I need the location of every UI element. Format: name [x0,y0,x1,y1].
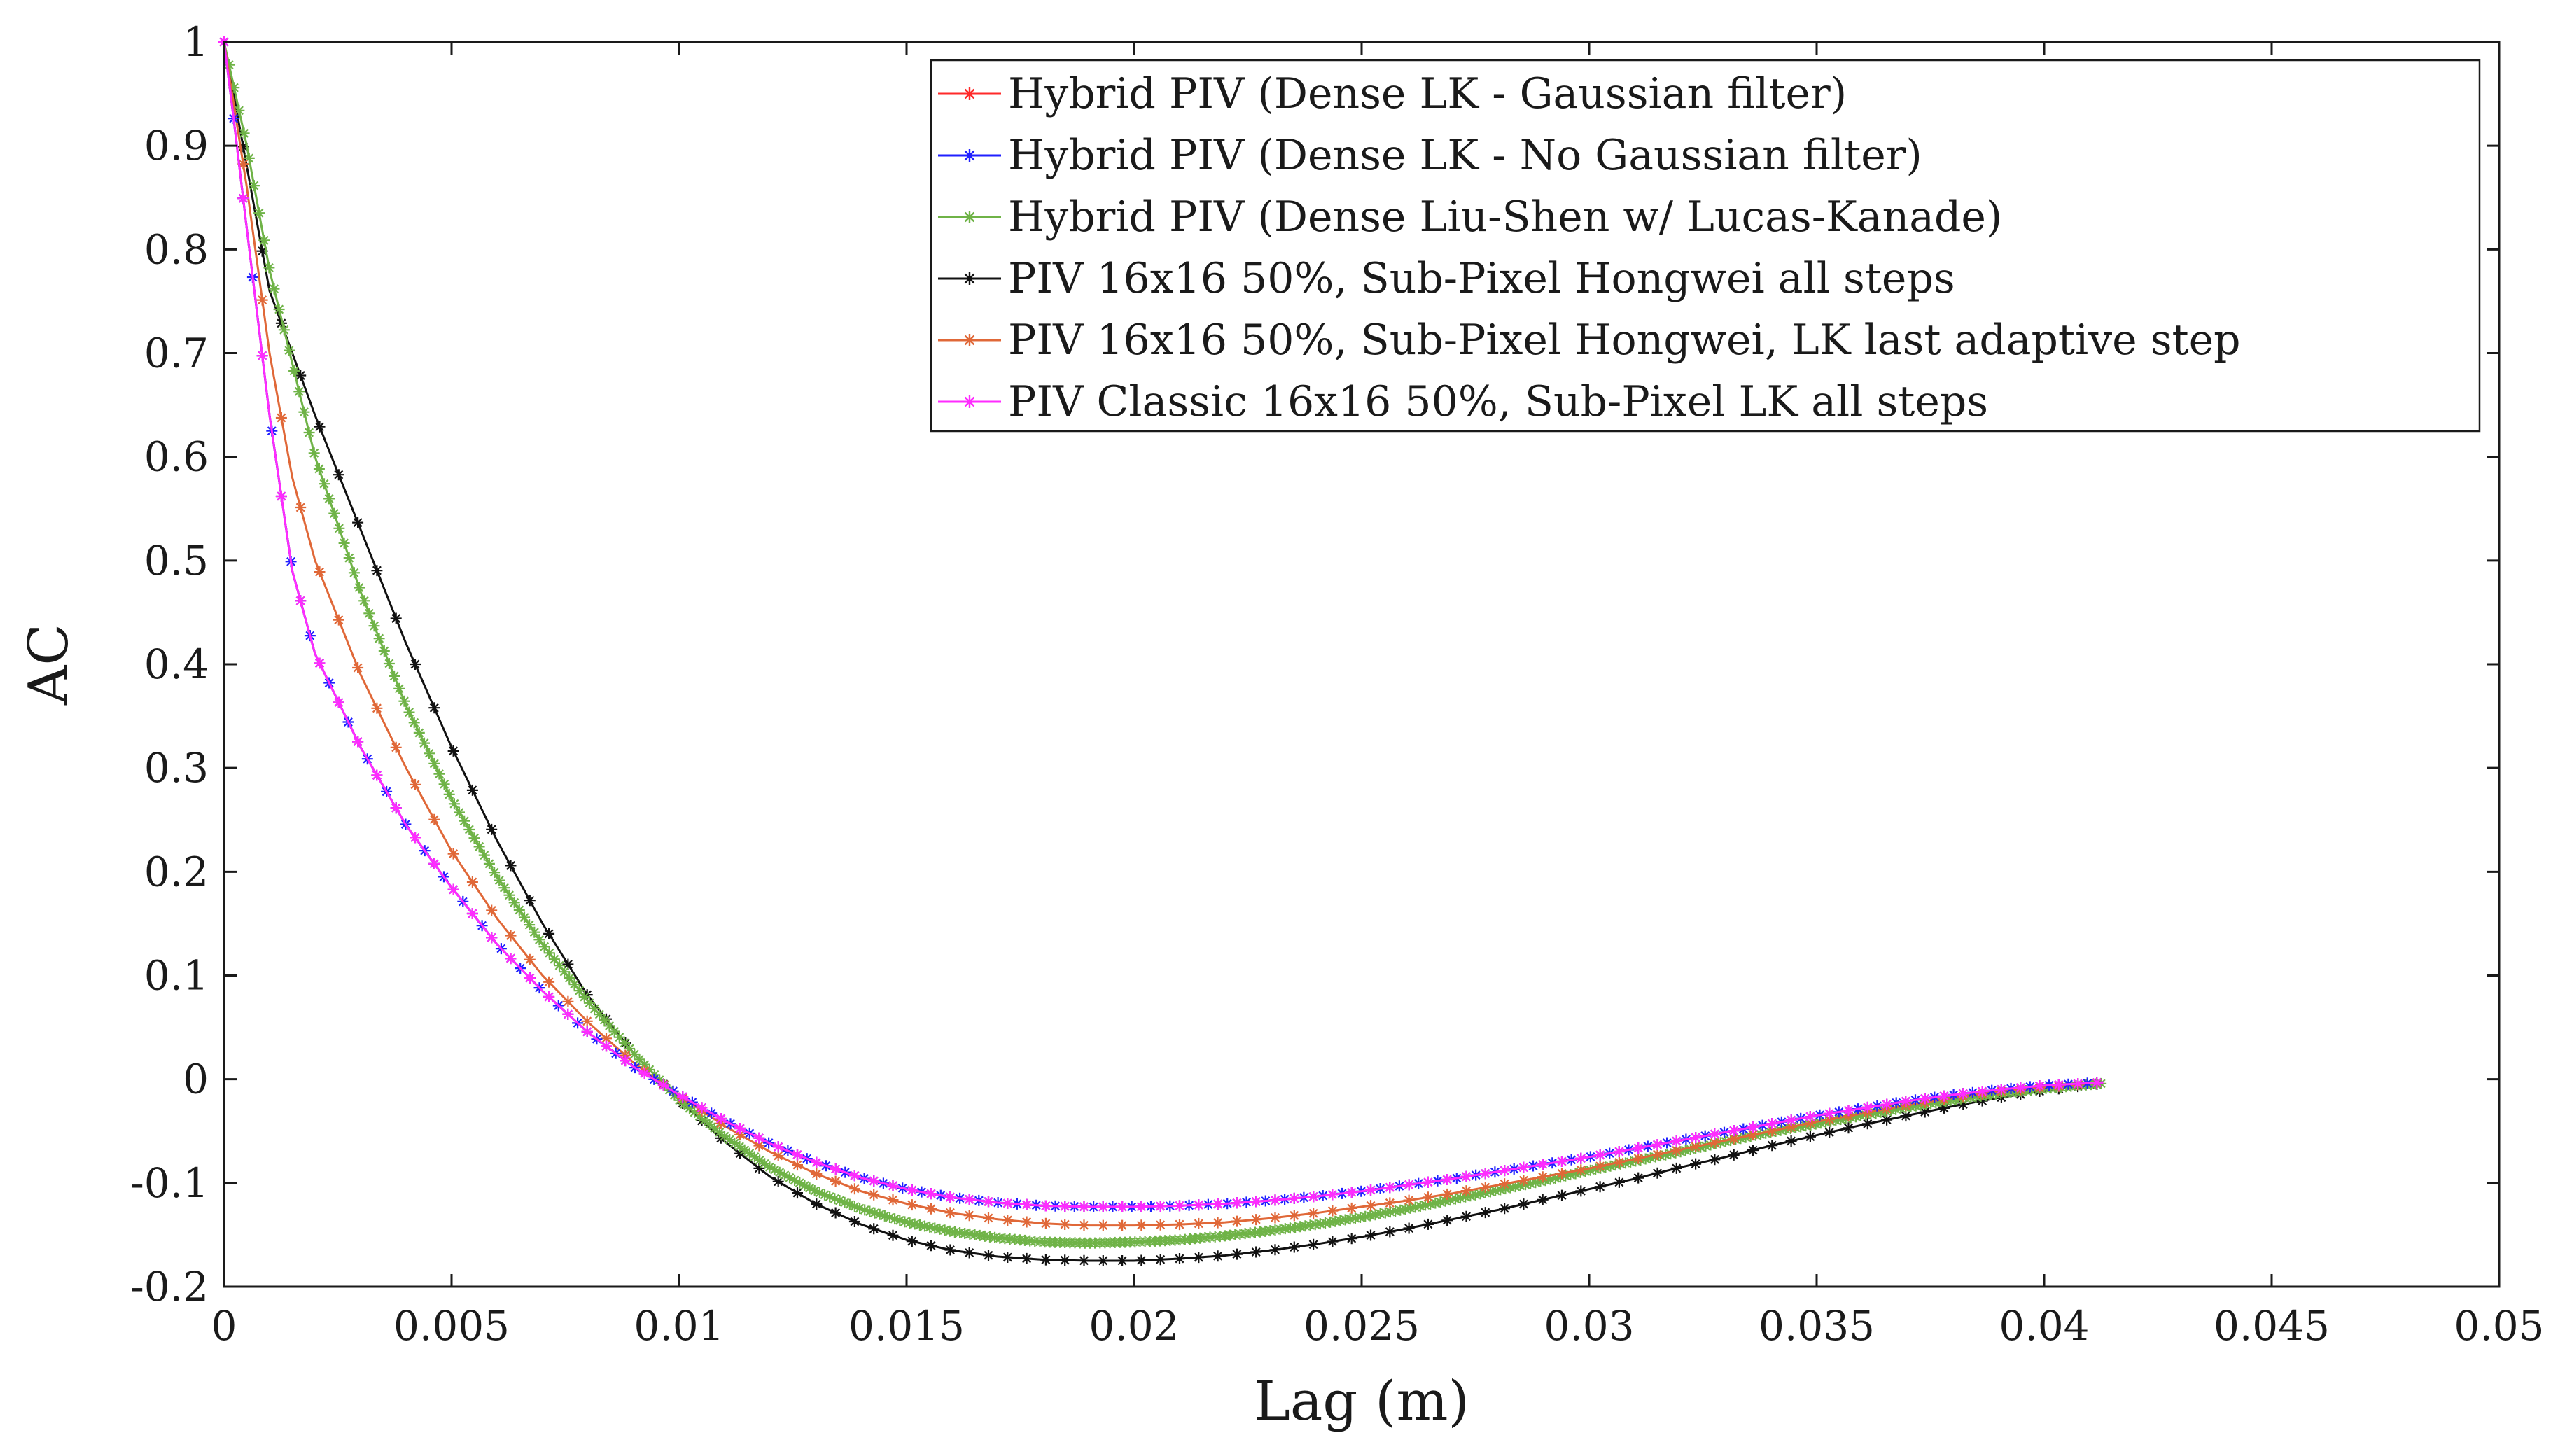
legend-entry: Hybrid PIV (Dense Liu-Shen w/ Lucas-Kana… [938,192,2002,241]
x-tick-label: 0.04 [1999,1302,2089,1350]
legend-entry: Hybrid PIV (Dense LK - Gaussian filter) [938,69,1847,118]
legend-label: Hybrid PIV (Dense Liu-Shen w/ Lucas-Kana… [1008,192,2002,241]
y-tick-label: 0.8 [144,225,209,273]
legend-entry: Hybrid PIV (Dense LK - No Gaussian filte… [938,131,1922,180]
y-tick-label: 0.6 [144,433,209,481]
legend-marker [963,272,976,285]
legend-label: PIV Classic 16x16 50%, Sub-Pixel LK all … [1008,377,1988,426]
legend-box [930,59,2481,433]
y-tick-label: -0.2 [130,1263,209,1310]
series-layer [218,36,2107,1266]
x-axis-title: Lag (m) [1254,1370,1469,1433]
y-tick-label: 0.3 [144,744,209,792]
x-tick-label: 0.035 [1759,1302,1875,1350]
x-tick-label: 0.03 [1544,1302,1634,1350]
x-tick-label: 0.025 [1304,1302,1420,1350]
x-tick-label: 0 [211,1302,237,1350]
legend-label: Hybrid PIV (Dense LK - Gaussian filter) [1008,69,1847,118]
legend: Hybrid PIV (Dense LK - Gaussian filter) H… [930,59,2481,433]
y-tick-label: 1 [183,18,209,66]
x-tick-label: 0.015 [848,1302,965,1350]
y-tick-label: 0.7 [144,330,209,377]
legend-label: PIV 16x16 50%, Sub-Pixel Hongwei all ste… [1008,254,1955,303]
legend-entry: PIV 16x16 50%, Sub-Pixel Hongwei all ste… [938,254,1955,303]
y-tick-label: -0.1 [130,1159,209,1207]
x-tick-label: 0.02 [1089,1302,1179,1350]
y-tick-label: 0.9 [144,122,209,169]
legend-marker [963,334,976,346]
x-tick-label: 0.045 [2214,1302,2330,1350]
legend-entry: PIV Classic 16x16 50%, Sub-Pixel LK all … [938,377,1988,426]
legend-marker [963,88,976,100]
legend-label: Hybrid PIV (Dense LK - No Gaussian filte… [1008,131,1922,180]
series-line [223,41,2104,1227]
y-tick-label: 0.4 [144,640,209,688]
y-tick-label: 0.2 [144,848,209,895]
x-tick-label: 0.005 [393,1302,510,1350]
x-tick-label: 0.01 [634,1302,724,1350]
y-axis-title: AC [18,624,81,706]
x-tick-label: 0.05 [2454,1302,2544,1350]
y-axis: -0.2 -0.1 0 0.1 0.2 0.3 0.4 0.5 0.6 0.7 0.8 0.9 1 [130,18,2499,1310]
legend-label: PIV 16x16 50%, Sub-Pixel Hongwei, LK las… [1008,316,2241,365]
legend-entry: PIV 16x16 50%, Sub-Pixel Hongwei, LK las… [938,316,2241,365]
legend-marker [963,149,976,162]
y-tick-label: 0.1 [144,952,209,1000]
legend-marker [963,396,976,408]
legend-marker [963,211,976,223]
y-tick-label: 0 [183,1056,209,1103]
x-axis: 0 0.005 0.01 0.015 0.02 0.025 0.03 0.035 0.04 0.0… [211,42,2545,1350]
y-tick-label: 0.5 [144,537,209,584]
